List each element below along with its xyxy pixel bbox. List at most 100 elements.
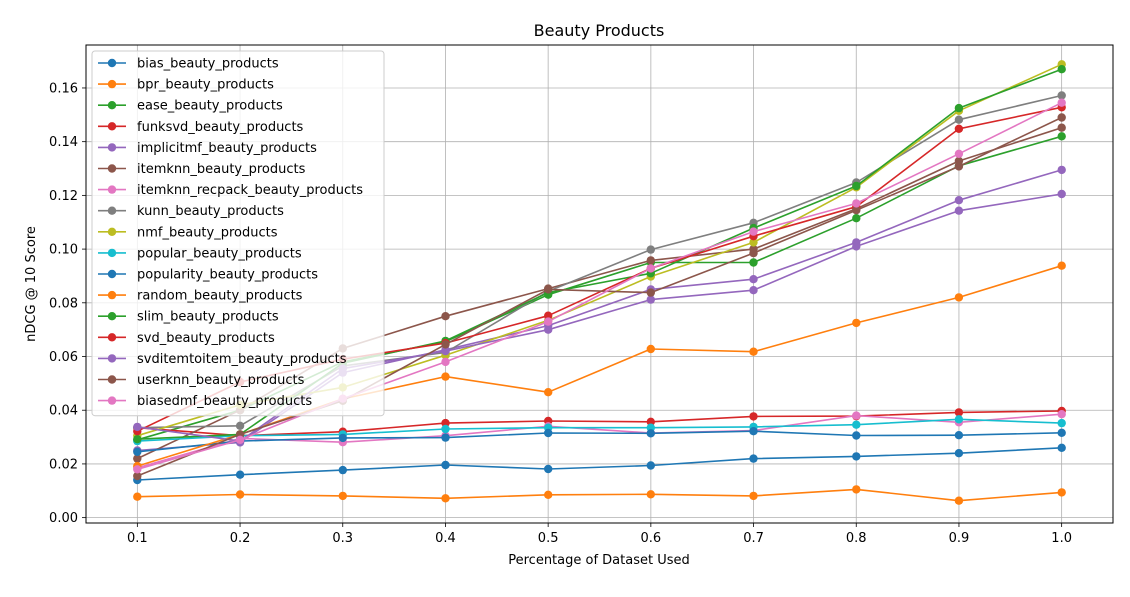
data-point (646, 344, 655, 354)
legend-swatch-marker (107, 333, 117, 342)
legend-label: implicitmf_beauty_products (137, 141, 317, 156)
legend-label: slim_beauty_products (137, 310, 279, 325)
data-point (852, 318, 861, 328)
x-tick-label: 0.2 (230, 531, 251, 546)
data-point (235, 435, 245, 444)
data-point (954, 415, 964, 424)
data-point (441, 494, 450, 503)
data-point (749, 227, 758, 236)
data-point (954, 196, 964, 205)
data-point (441, 340, 450, 349)
data-point (954, 115, 964, 124)
data-point (852, 420, 861, 429)
data-point (1057, 98, 1066, 107)
legend-label: kunn_beauty_products (137, 204, 284, 219)
data-point (441, 312, 450, 321)
data-point (338, 433, 347, 443)
data-point (1057, 91, 1066, 100)
legend-item: random_beauty_products (98, 289, 303, 304)
data-point (749, 275, 758, 284)
data-point (852, 214, 861, 223)
data-point (338, 491, 347, 501)
data-point (646, 288, 655, 297)
data-point (749, 286, 758, 295)
x-axis-label: Percentage of Dataset Used (508, 553, 690, 568)
legend-item: itemknn_recpack_beauty_products (98, 183, 363, 198)
legend-label: popularity_beauty_products (137, 268, 318, 283)
legend-item: userknn_beauty_products (98, 373, 305, 388)
data-point (852, 199, 861, 208)
data-point (441, 346, 450, 356)
series-line (137, 418, 1062, 442)
x-tick-label: 0.3 (332, 531, 353, 546)
data-point (544, 311, 553, 320)
legend-swatch-marker (107, 227, 117, 236)
legend-swatch-marker (107, 396, 117, 405)
data-point (749, 238, 758, 247)
y-tick-label: 0.08 (49, 296, 78, 311)
data-point (544, 317, 553, 326)
data-point (1057, 488, 1066, 497)
data-point (749, 427, 758, 436)
data-point (441, 418, 450, 428)
data-point (749, 347, 758, 356)
legend-label: nmf_beauty_products (137, 225, 278, 240)
data-point (441, 424, 450, 434)
data-point (544, 464, 553, 474)
data-point (544, 285, 553, 294)
y-axis: 0.00 0.02 0.04 0.06 0.08 0.10 0.12 0.14 0.16 (49, 81, 86, 526)
data-point (1057, 428, 1066, 437)
data-point (646, 429, 655, 438)
data-point (852, 181, 861, 191)
legend-item: popular_beauty_products (98, 246, 302, 261)
data-point (133, 447, 142, 456)
grid (86, 45, 1113, 523)
data-point (235, 490, 245, 499)
data-point (954, 496, 964, 505)
data-point (749, 454, 758, 463)
legend-swatch-marker (107, 354, 117, 363)
data-point (1057, 261, 1066, 270)
legend-swatch-marker (107, 269, 117, 279)
legend: bias_beauty_products bpr_beauty_productse… (91, 50, 385, 417)
data-point (441, 460, 450, 470)
series-line (136, 116, 1063, 477)
plot-frame (85, 44, 1114, 524)
legend-item: popularity_beauty_products (98, 268, 318, 283)
x-tick-label: 0.8 (846, 531, 867, 546)
data-point (954, 149, 964, 158)
data-point (133, 465, 142, 474)
legend-swatch-marker (107, 79, 117, 89)
data-point (441, 357, 450, 367)
y-axis-label: nDCG @ 10 Score (24, 226, 39, 342)
legend-swatch-marker (107, 290, 117, 300)
series-line (137, 488, 1062, 502)
legend-label: bias_beauty_products (137, 57, 279, 72)
legend-label: svditemtoitem_beauty_products (137, 352, 347, 367)
data-point (1057, 65, 1066, 74)
data-point (954, 103, 964, 113)
legend-swatch-marker (107, 206, 117, 215)
data-point (544, 490, 553, 499)
legend-item: itemknn_beauty_products (98, 162, 306, 177)
data-point (441, 372, 450, 381)
legend-item: nmf_beauty_products (98, 225, 278, 240)
data-point (544, 325, 553, 334)
data-point (1057, 410, 1066, 419)
data-point (954, 449, 964, 458)
legend-swatch-marker (107, 58, 117, 68)
data-point (954, 162, 964, 171)
legend-label: itemknn_beauty_products (137, 162, 306, 177)
x-tick-label: 1.0 (1051, 531, 1072, 546)
data-point (235, 470, 245, 479)
data-point (646, 264, 655, 273)
series-line (137, 101, 1063, 471)
legend-item: svd_beauty_products (98, 331, 275, 346)
legend-label: random_beauty_products (137, 289, 303, 304)
legend-label: funksvd_beauty_products (137, 120, 304, 135)
data-point (954, 124, 964, 133)
legend-item: funksvd_beauty_products (98, 120, 304, 135)
data-point (544, 388, 553, 397)
x-axis: 0.1 0.2 0.3 0.4 0.5 0.6 0.7 0.8 0.9 1.0 (127, 523, 1072, 546)
legend-swatch-marker (107, 122, 117, 131)
